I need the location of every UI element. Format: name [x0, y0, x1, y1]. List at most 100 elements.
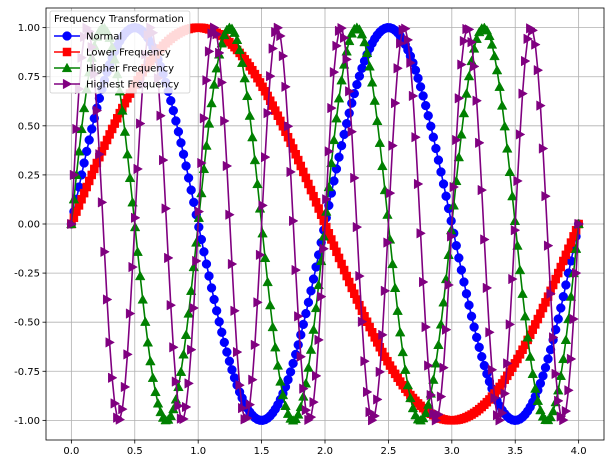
data-point [219, 29, 230, 40]
data-point [411, 131, 421, 143]
data-point [204, 271, 214, 281]
data-point [533, 64, 544, 76]
data-point [199, 113, 210, 124]
data-point [293, 340, 303, 350]
data-point [428, 132, 438, 142]
data-point [131, 212, 141, 224]
data-point [374, 137, 386, 147]
data-point [475, 137, 485, 149]
data-point [499, 120, 510, 131]
data-point [185, 285, 197, 295]
data-point [161, 203, 171, 214]
data-point [413, 73, 423, 83]
data-point [424, 360, 434, 371]
data-point [69, 169, 80, 181]
data-point [426, 389, 437, 401]
data-point [362, 386, 373, 398]
y-tick-label: -1.00 [14, 416, 40, 427]
data-point [434, 409, 444, 420]
data-point [264, 299, 276, 310]
data-point [459, 35, 470, 47]
data-point [417, 412, 429, 423]
data-point [393, 63, 403, 74]
data-point [95, 149, 105, 160]
data-point [293, 409, 304, 419]
legend-label: Normal [86, 32, 122, 43]
data-point [132, 246, 143, 256]
data-point [178, 149, 189, 159]
data-point [336, 74, 347, 85]
data-point [105, 337, 115, 348]
data-point [331, 112, 342, 123]
data-point [360, 355, 370, 367]
data-point [444, 279, 454, 291]
data-point [474, 342, 484, 352]
data-point [212, 29, 222, 40]
x-tick-label: 0.0 [63, 446, 79, 457]
data-point [560, 334, 572, 345]
data-point [504, 166, 516, 177]
data-point [94, 93, 105, 103]
data-point [498, 407, 508, 419]
data-point [565, 291, 577, 301]
data-point [333, 92, 345, 103]
data-point [515, 129, 526, 140]
data-point [461, 88, 472, 98]
data-point [482, 282, 493, 294]
data-point [192, 255, 202, 267]
data-point [275, 376, 286, 386]
data-point [426, 121, 436, 131]
data-point [294, 311, 304, 322]
data-point [214, 317, 224, 327]
data-point [306, 411, 317, 423]
data-point [447, 231, 457, 242]
data-point [179, 413, 189, 425]
data-point [347, 98, 357, 108]
legend-item: Lower Frequency [54, 48, 171, 59]
data-point [441, 324, 452, 335]
data-point [401, 23, 411, 34]
data-point [428, 374, 439, 384]
data-point [564, 385, 574, 396]
data-point [165, 410, 177, 421]
legend-marker [62, 78, 73, 90]
data-point [436, 167, 446, 177]
data-point [383, 237, 393, 248]
data-point [517, 288, 528, 298]
y-tick-label: 1.00 [18, 23, 40, 34]
data-point [227, 258, 238, 270]
data-point [545, 345, 556, 355]
data-point [230, 305, 240, 317]
data-point [429, 408, 439, 419]
data-point [396, 38, 406, 49]
data-point [366, 77, 378, 87]
data-point [347, 126, 358, 137]
data-point [433, 155, 444, 165]
data-point [561, 405, 572, 417]
data-point [394, 326, 406, 337]
data-point [546, 288, 556, 299]
data-point [314, 334, 324, 346]
data-point [352, 221, 363, 233]
data-point [375, 366, 386, 378]
y-tick-label: 0.00 [18, 220, 40, 231]
data-point [477, 352, 487, 362]
data-point [436, 391, 447, 402]
data-point [204, 46, 215, 57]
data-point [283, 121, 294, 132]
data-point [456, 129, 467, 139]
data-point [262, 276, 273, 287]
data-point [456, 265, 467, 275]
data-point [521, 55, 531, 67]
data-point [538, 371, 548, 381]
data-point [123, 349, 133, 360]
data-point [250, 339, 261, 351]
data-point [208, 79, 220, 89]
data-point [301, 404, 312, 416]
data-point [183, 308, 194, 318]
data-point [570, 243, 582, 253]
data-point [400, 364, 411, 374]
data-point [248, 374, 258, 385]
data-point [225, 209, 235, 220]
data-point [281, 81, 291, 93]
